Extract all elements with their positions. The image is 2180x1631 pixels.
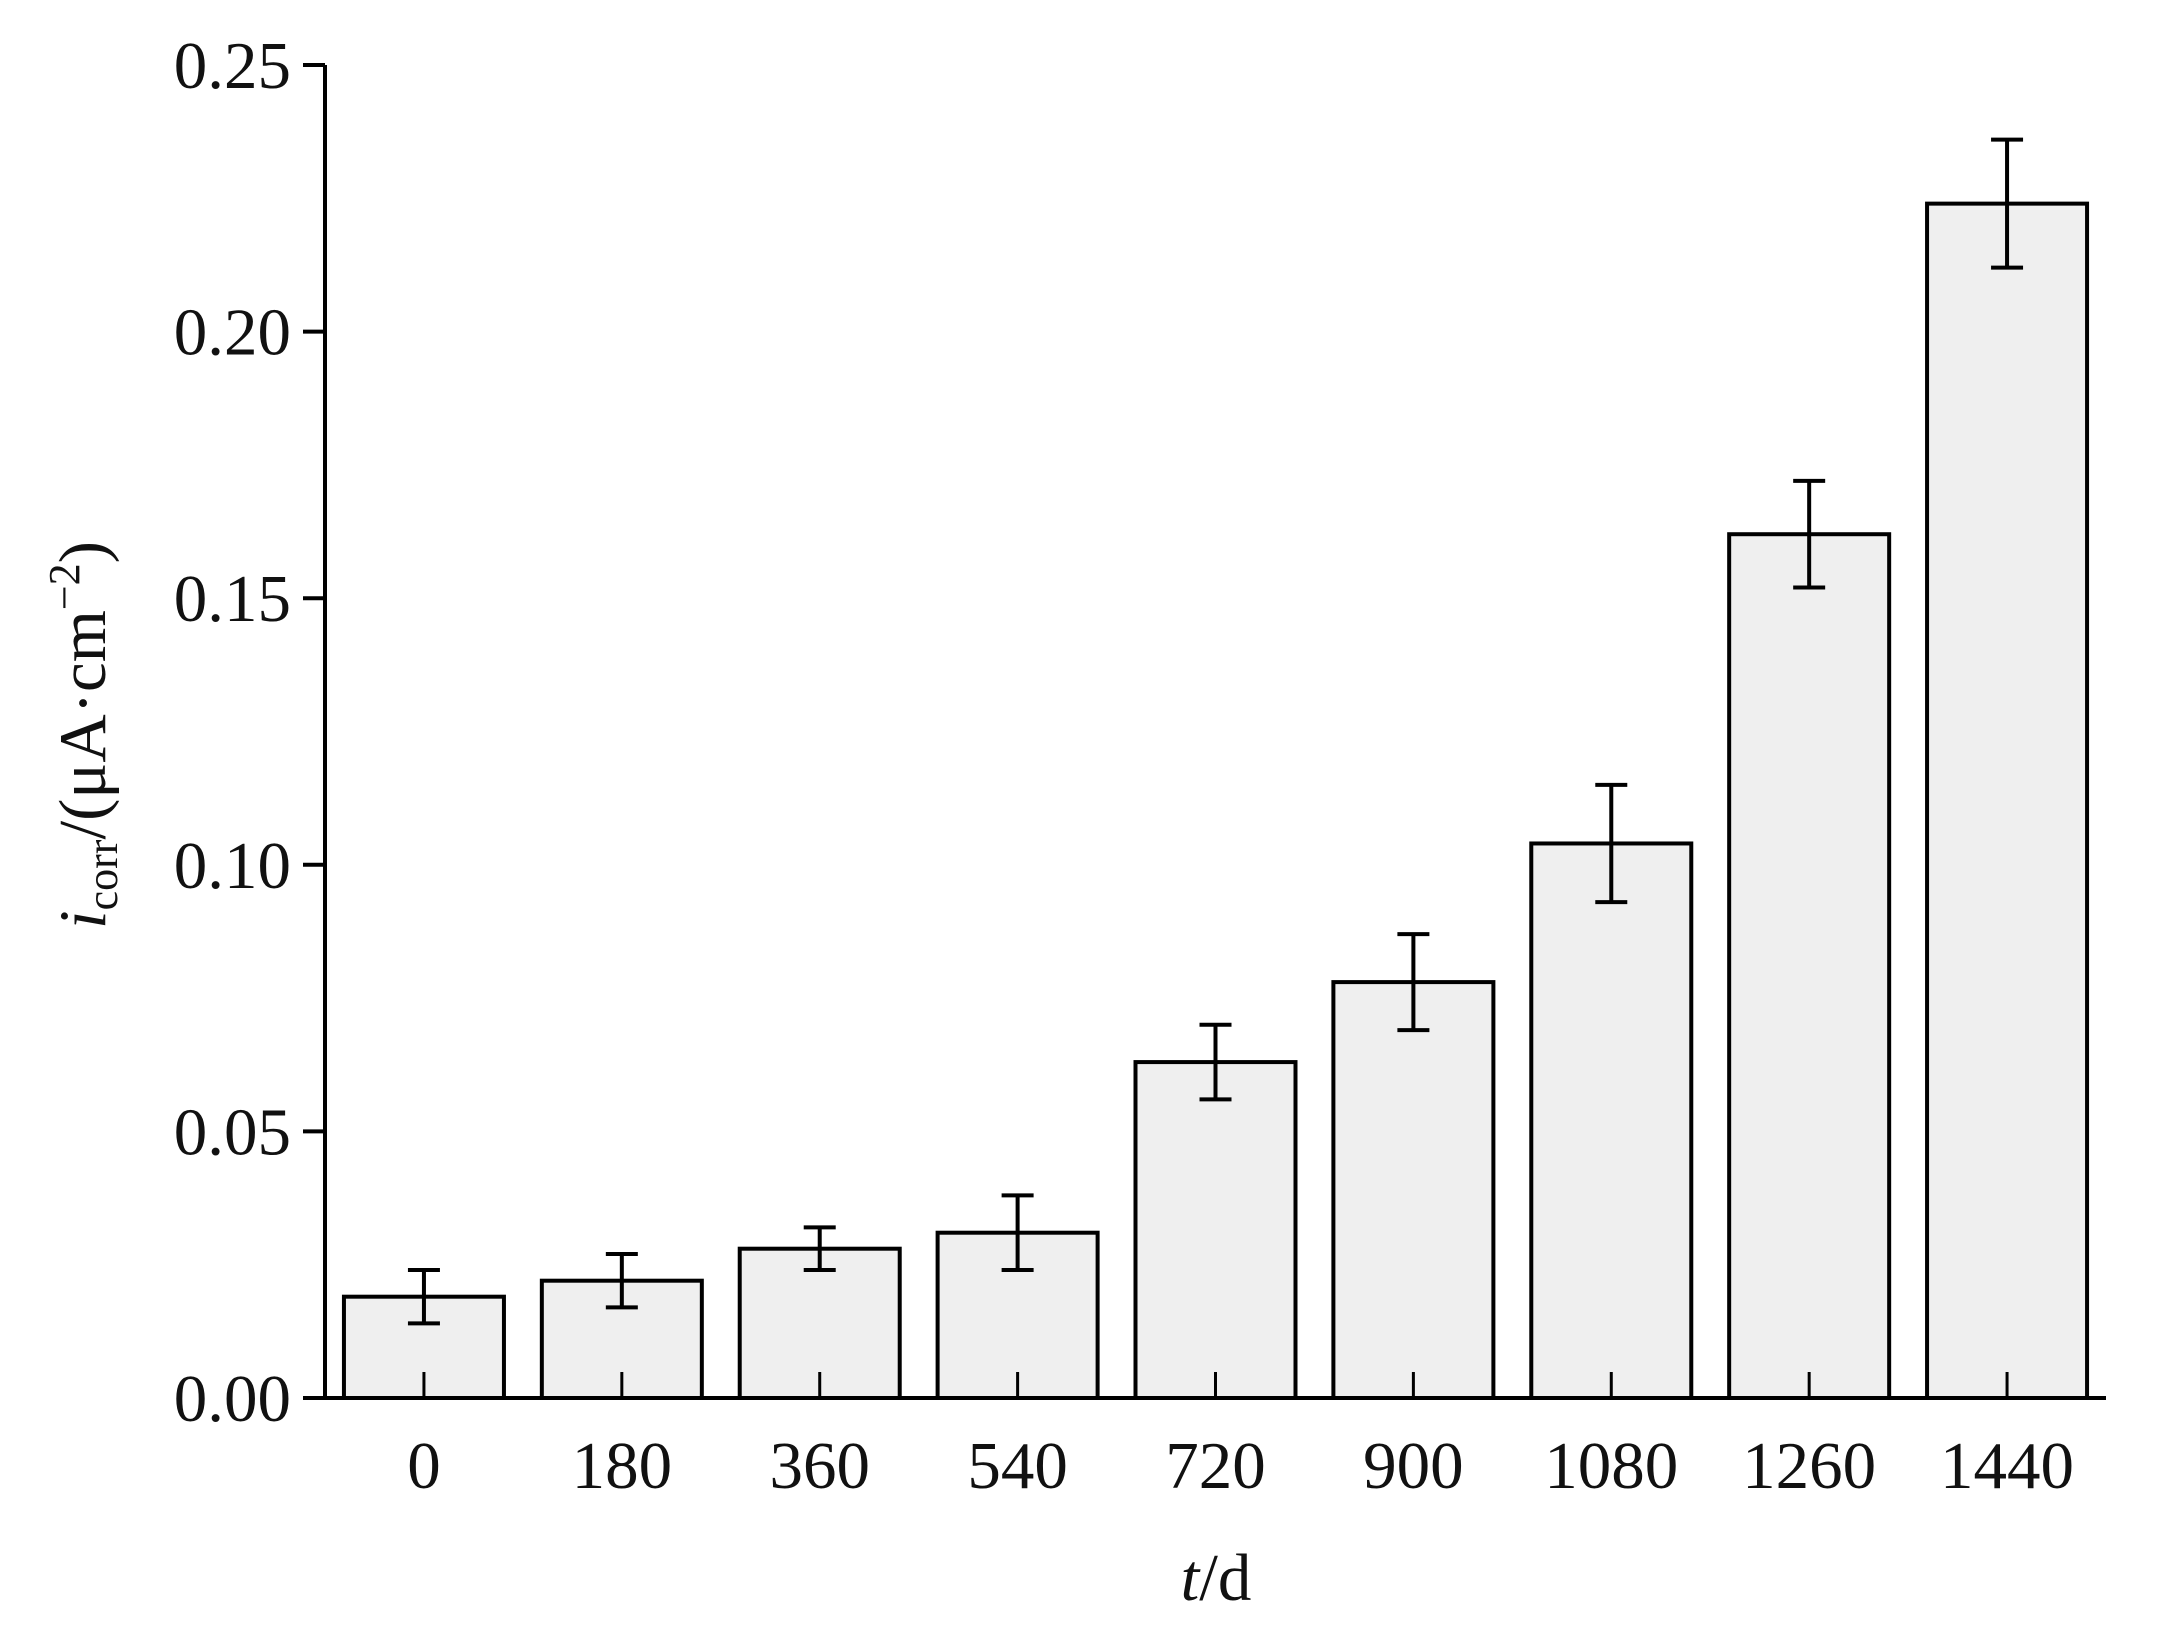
bar — [1727, 532, 1892, 1400]
x-axis-label: t/d — [1181, 1541, 1252, 1615]
error-bar — [1397, 932, 1430, 1033]
x-tick-label: 1440 — [1940, 1429, 2074, 1503]
error-bar — [1595, 782, 1628, 905]
y-label-unit: /(μA·cm — [46, 610, 120, 839]
y-tick-label: 0.05 — [174, 1095, 291, 1169]
x-tick-label: 0 — [407, 1429, 441, 1503]
x-tick-label: 900 — [1363, 1429, 1464, 1503]
y-tick-label: 0.15 — [174, 562, 291, 636]
x-label-unit: /d — [1199, 1541, 1251, 1615]
y-tick-label: 0.00 — [174, 1362, 291, 1436]
y-label-superscript: −2 — [40, 563, 89, 610]
bar — [1925, 201, 2090, 1401]
y-tick-label: 0.10 — [174, 829, 291, 903]
bar — [1133, 1060, 1298, 1400]
y-label-symbol: i — [46, 910, 120, 929]
x-tick-label: 540 — [967, 1429, 1068, 1503]
y-label-subscript: corr — [78, 839, 127, 910]
x-tick-label: 1260 — [1742, 1429, 1876, 1503]
bar — [1331, 980, 1496, 1400]
x-tick-label: 1080 — [1544, 1429, 1678, 1503]
error-bar — [605, 1252, 638, 1310]
x-tick-label: 180 — [572, 1429, 673, 1503]
y-axis-label: icorr/(μA·cm−2) — [40, 541, 127, 929]
error-bar — [1001, 1193, 1034, 1273]
y-label-close: ) — [46, 541, 120, 563]
y-tick-label: 0.25 — [174, 29, 291, 103]
y-tick-label: 0.20 — [174, 296, 291, 370]
error-bar — [1991, 137, 2024, 270]
error-bar — [1793, 478, 1826, 590]
error-bar — [1199, 1022, 1232, 1102]
x-label-symbol: t — [1181, 1541, 1201, 1615]
x-tick-label: 360 — [769, 1429, 870, 1503]
error-bar — [407, 1268, 440, 1326]
bar — [1529, 841, 1694, 1400]
x-tick-label: 720 — [1165, 1429, 1266, 1503]
error-bar — [803, 1225, 836, 1273]
